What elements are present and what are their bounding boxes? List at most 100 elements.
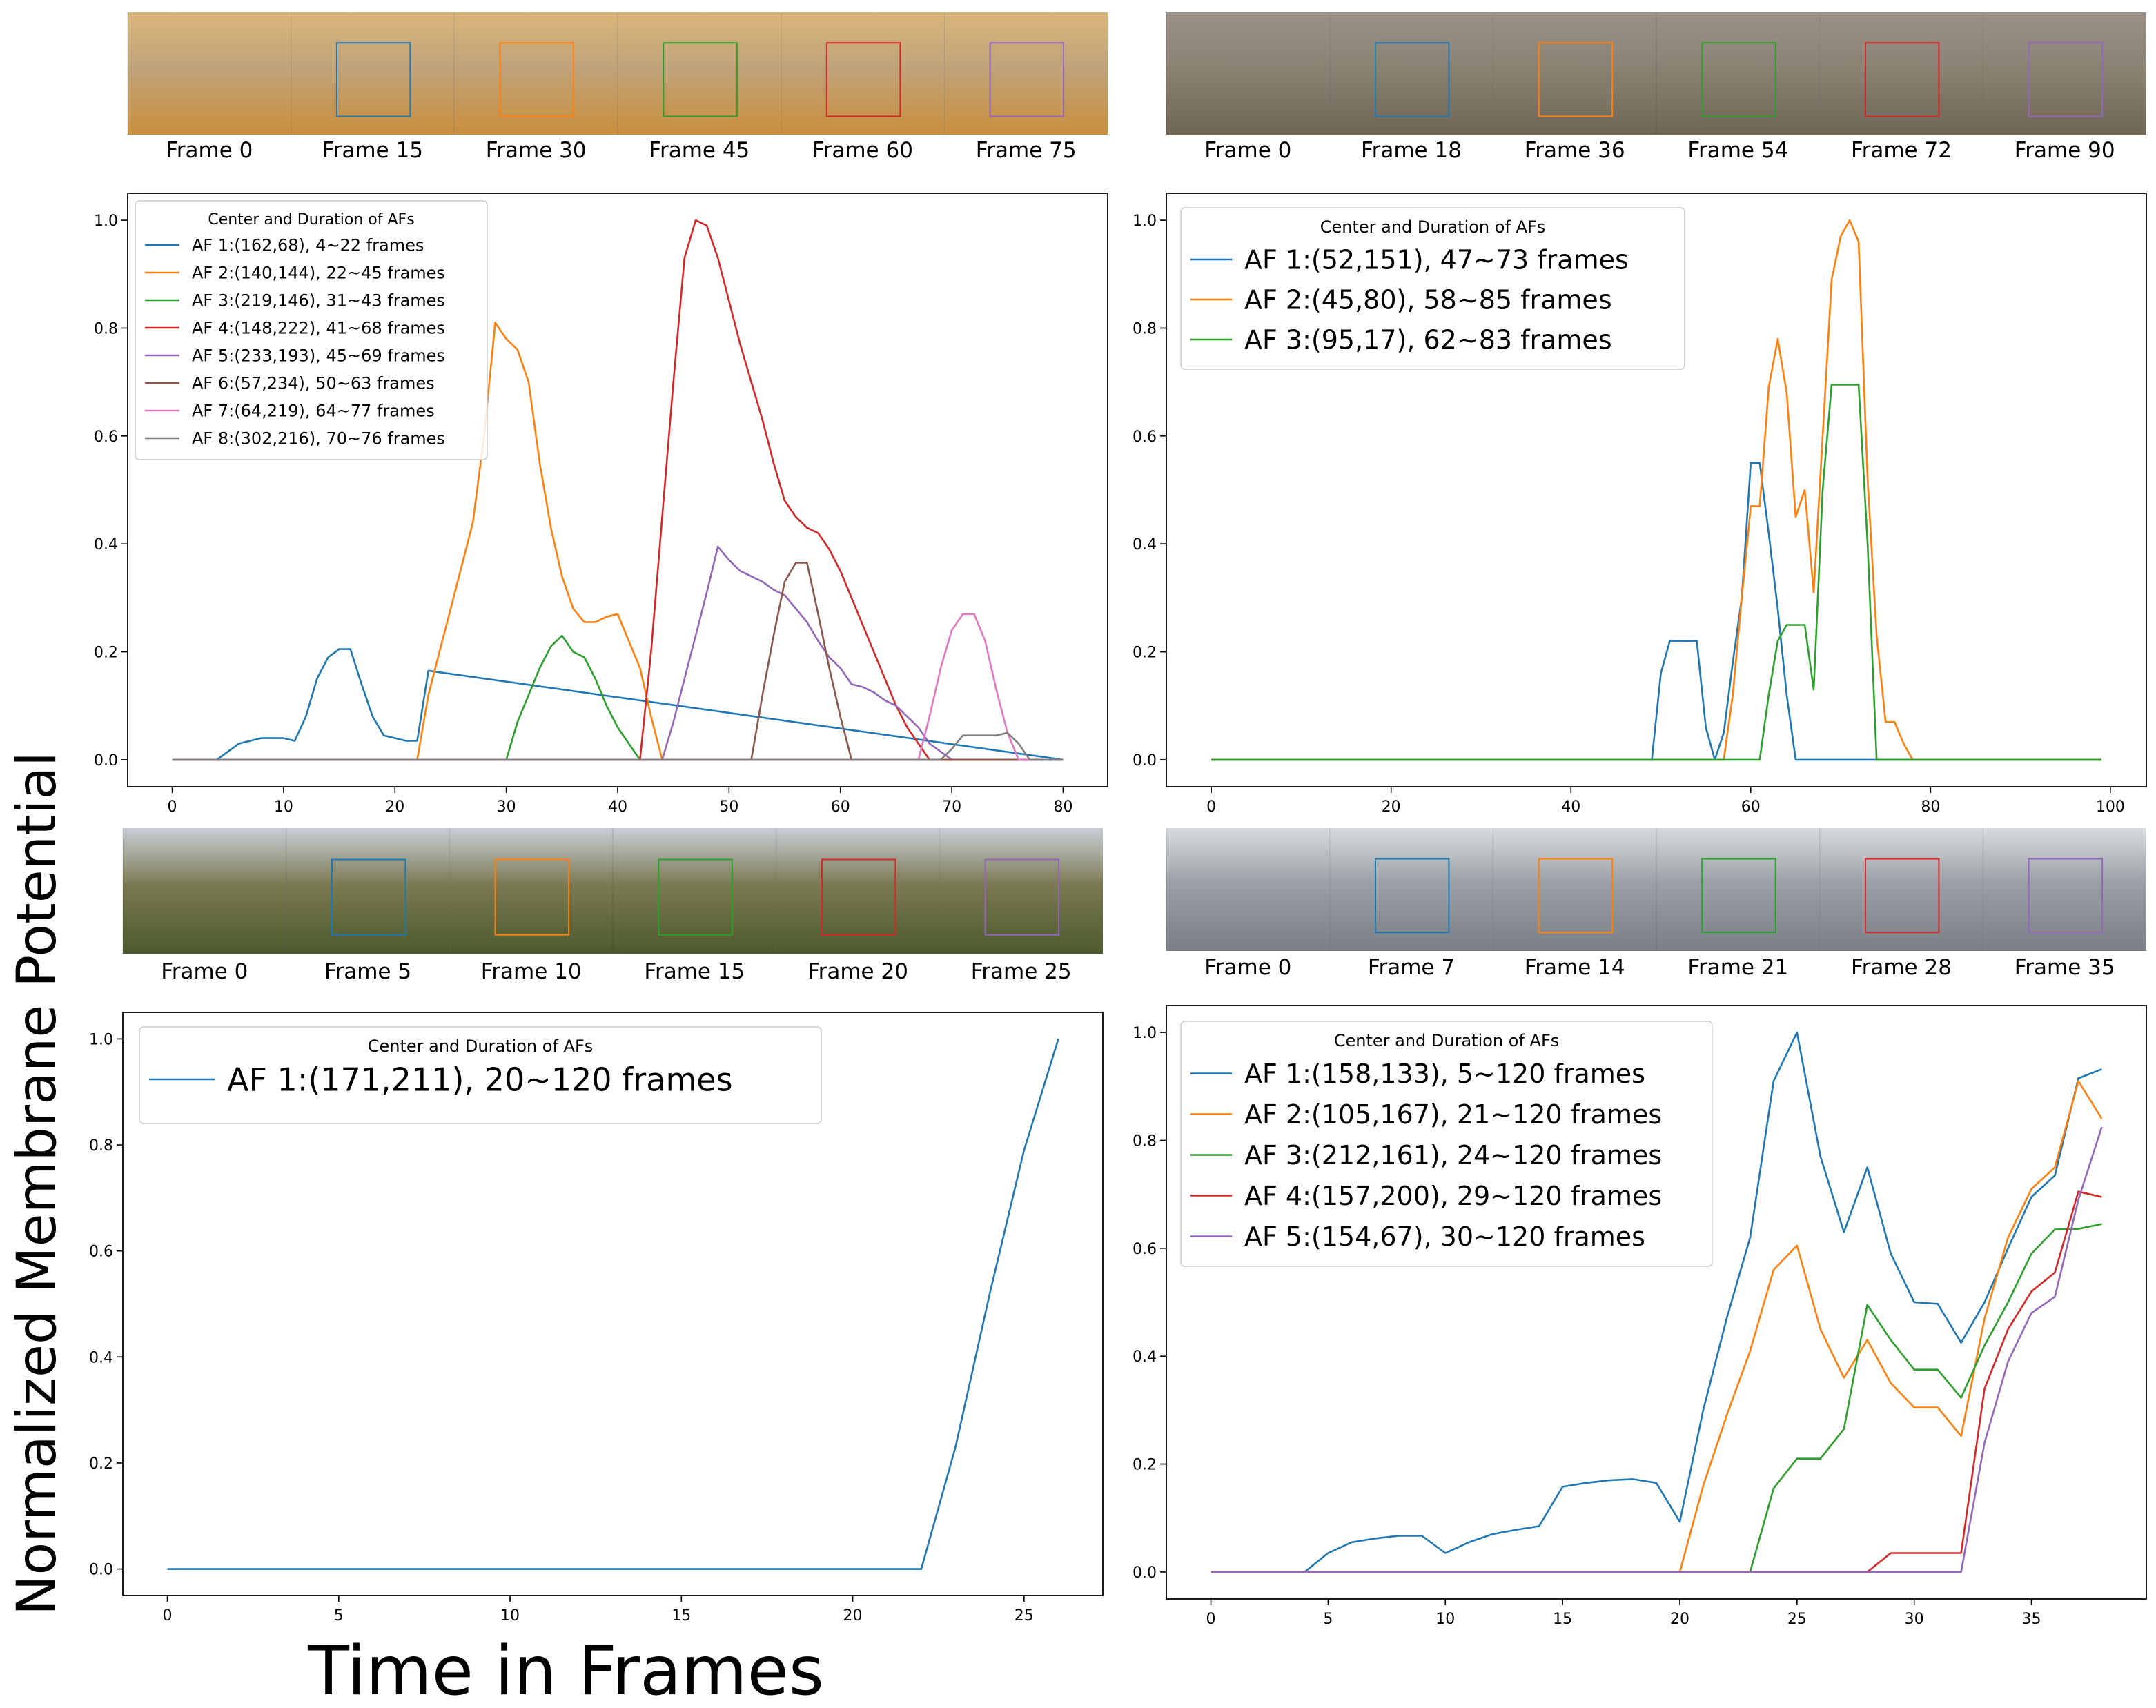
frame-label: Frame 60 [812, 138, 913, 163]
thumbnail-frame [939, 828, 1103, 954]
legend-entry: AF 2:(105,167), 21~120 frames [1244, 1099, 1662, 1130]
y-tick-label: 0.6 [1133, 1241, 1157, 1258]
legend-entry: AF 5:(233,193), 45~69 frames [192, 346, 445, 366]
frame-label: Frame 30 [486, 138, 587, 163]
y-tick-label: 0.8 [1133, 1132, 1157, 1150]
detection-box [1374, 858, 1450, 934]
series-line-1 [172, 648, 1064, 761]
x-tick-label: 5 [334, 1607, 344, 1624]
detection-box [1374, 42, 1450, 117]
thumbnail-frame [1983, 828, 2146, 951]
legend-entry: AF 6:(57,234), 50~63 frames [192, 374, 435, 393]
thumbnail-frame [1329, 12, 1493, 135]
x-tick-label: 15 [1553, 1611, 1572, 1628]
legend-title: Center and Duration of AFs [1320, 217, 1546, 237]
chart-2: 0 20 40 60 80 100 0.0 0.2 0.4 0.6 0.8 1.0 Center and… [1133, 193, 2147, 816]
series-line-3 [172, 634, 1064, 761]
thumbnail-frame [1329, 828, 1493, 951]
thumbnail-frame [781, 12, 945, 135]
frame-label: Frame 15 [322, 138, 423, 163]
thumbnail-frame [449, 828, 613, 954]
y-tick-label: 0.0 [89, 1562, 113, 1579]
legend-entry: AF 3:(212,161), 24~120 frames [1244, 1140, 1662, 1170]
x-axis-label: Time in Frames [307, 1632, 824, 1708]
x-tick-label: 60 [1741, 798, 1761, 816]
legend-box [1180, 1021, 1713, 1267]
frame-label: Frame 15 [644, 959, 745, 984]
thumbnail-strip-eagle-cliff: Frame 0 Frame 7 Frame 14 Frame 21 Frame 28 Fr… [1166, 828, 2146, 980]
y-tick-label: 0.2 [89, 1455, 113, 1473]
detection-box [335, 42, 411, 117]
legend-title: Center and Duration of AFs [208, 211, 414, 228]
x-tick-label: 50 [719, 798, 738, 816]
x-tick-label: 25 [1787, 1611, 1807, 1628]
y-tick-label: 0.2 [1133, 645, 1157, 662]
detection-box [825, 42, 901, 117]
series-line-3 [1211, 1223, 2102, 1573]
chart-4: 0 5 10 15 20 25 30 35 0.0 0.2 0.4 0.6 0.8 1.0 Center a… [1133, 1005, 2147, 1628]
y-tick-label: 0.0 [1133, 752, 1157, 769]
series-line-4 [1211, 1190, 2102, 1573]
y-tick-label: 0.2 [1133, 1457, 1157, 1474]
detection-box [331, 858, 406, 936]
legend-entry: AF 1:(52,151), 47~73 frames [1244, 245, 1629, 275]
y-tick-label: 1.0 [1133, 1025, 1157, 1042]
x-tick-label: 80 [1053, 798, 1072, 816]
detection-box [1864, 42, 1940, 117]
legend-entry: AF 3:(95,17), 62~83 frames [1244, 325, 1612, 355]
y-tick-label: 0.4 [1133, 1348, 1157, 1366]
x-tick-label: 40 [1561, 798, 1580, 816]
series-line-5 [1211, 1126, 2103, 1573]
frame-label: Frame 7 [1368, 955, 1455, 980]
thumbnail-frame [1493, 12, 1656, 135]
frame-label: Frame 35 [2015, 955, 2115, 980]
thumbnail-strip-bear: Frame 0 Frame 18 Frame 36 Frame 54 Frame 72 F… [1166, 12, 2146, 163]
thumbnail-frame [1493, 828, 1656, 951]
thumbnail-frame [1656, 828, 1820, 951]
x-tick-label: 20 [385, 798, 404, 816]
plot-frame [1166, 1005, 2147, 1600]
thumbnail-frame [291, 12, 455, 135]
x-tick-label: 10 [1435, 1611, 1455, 1628]
x-tick-label: 10 [500, 1607, 520, 1624]
legend-entry: AF 1:(158,133), 5~120 frames [1244, 1059, 1645, 1089]
y-tick-label: 0.0 [94, 752, 118, 769]
series-line-3 [1211, 384, 2101, 761]
y-tick-label: 1.0 [1133, 213, 1157, 230]
x-tick-label: 20 [1382, 798, 1401, 816]
legend-entry: AF 4:(157,200), 29~120 frames [1244, 1181, 1662, 1211]
thumbnail-strip-bird-forest: Frame 0 Frame 5 Frame 10 Frame 15 Frame 20 Fr… [122, 828, 1103, 984]
legend: Center and Duration of AFs AF 1:(171,211)… [139, 1026, 822, 1124]
plot-frame [1166, 193, 2147, 787]
detection-box [989, 42, 1065, 117]
frame-label: Frame 0 [1204, 955, 1291, 980]
detection-box [499, 42, 575, 117]
frame-label: Frame 54 [1687, 138, 1788, 163]
series-line-1 [1211, 462, 2101, 761]
y-tick-label: 0.4 [1133, 536, 1157, 553]
series-line-4 [172, 219, 1064, 761]
legend-title: Center and Duration of AFs [1334, 1031, 1560, 1050]
legend-entry: AF 2:(140,144), 22~45 frames [192, 264, 445, 283]
y-tick-label: 0.8 [94, 320, 118, 337]
y-tick-label: 0.8 [89, 1137, 113, 1155]
frame-label: Frame 28 [1851, 955, 1952, 980]
y-tick-label: 0.4 [94, 536, 118, 553]
thumbnail-frame [776, 828, 940, 954]
thumbnail-frame [618, 12, 781, 135]
detection-box [1538, 42, 1614, 117]
series-line-5 [172, 545, 1064, 761]
detection-box [1701, 42, 1776, 117]
thumbnail-strip-desert-car: Frame 0 Frame 15 Frame 30 Frame 45 Frame 60 F… [127, 12, 1108, 163]
series-line-1 [167, 1039, 1059, 1570]
y-axis-label: Normalized Membrane Potential [6, 752, 68, 1616]
x-tick-label: 0 [163, 1607, 173, 1624]
legend-entry: AF 1:(171,211), 20~120 frames [227, 1061, 733, 1099]
x-tick-label: 0 [168, 798, 177, 816]
frame-label: Frame 45 [649, 138, 749, 163]
legend-title: Center and Duration of AFs [368, 1037, 594, 1056]
y-tick-label: 0.0 [1133, 1564, 1157, 1582]
frame-label: Frame 18 [1361, 138, 1462, 163]
detection-box [984, 858, 1060, 936]
